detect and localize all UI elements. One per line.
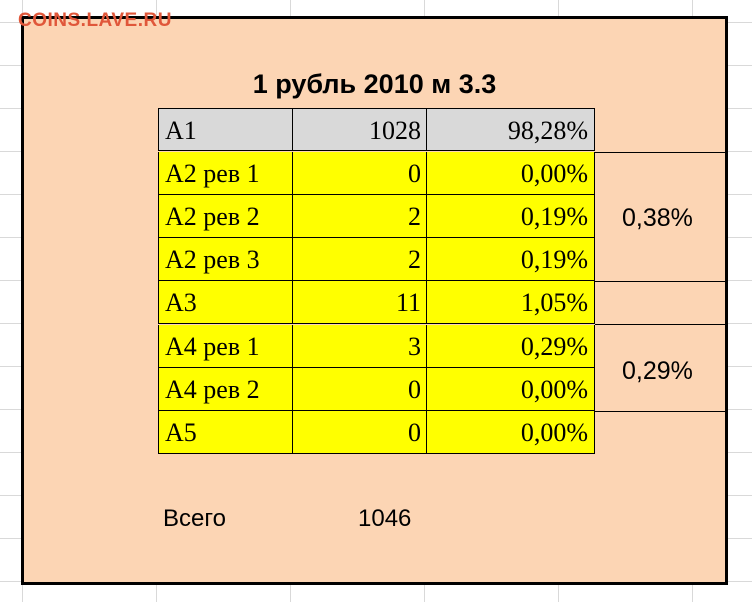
row-count: 2 [293,238,427,281]
group-divider [595,281,725,282]
row-count: 0 [293,152,427,195]
total-label: Всего [163,505,226,532]
row-percent: 98,28% [427,108,595,151]
group-total-a2: 0,38% [622,204,693,232]
row-count: 1028 [293,108,427,151]
row-label: А1 [158,108,293,151]
row-label: А2 рев 2 [158,195,293,238]
group-total-a4: 0,29% [622,357,693,385]
group-divider [595,324,725,325]
site-watermark: COINS.LAVE.RU [18,10,172,31]
group-divider [595,152,725,153]
row-label: А4 рев 2 [158,368,293,411]
total-value: 1046 [358,505,412,532]
table-title: 1 рубль 2010 м 3.3 [252,69,497,99]
row-percent: 0,29% [427,325,595,368]
row-percent: 0,19% [427,238,595,281]
row-count: 3 [293,325,427,368]
row-label: А4 рев 1 [158,325,293,368]
row-percent: 0,00% [427,152,595,195]
row-count: 0 [293,411,427,454]
summary-panel: 1 рубль 2010 м 3.3 А1 1028 98,28% А2 рев… [21,16,728,585]
group-divider [595,411,725,412]
row-percent: 0,00% [427,368,595,411]
row-percent: 0,00% [427,411,595,454]
row-count: 0 [293,368,427,411]
row-count: 11 [293,281,427,324]
row-count: 2 [293,195,427,238]
row-label: А3 [158,281,293,324]
row-label: А5 [158,411,293,454]
row-label: А2 рев 1 [158,152,293,195]
row-percent: 0,19% [427,195,595,238]
row-percent: 1,05% [427,281,595,324]
row-label: А2 рев 3 [158,238,293,281]
